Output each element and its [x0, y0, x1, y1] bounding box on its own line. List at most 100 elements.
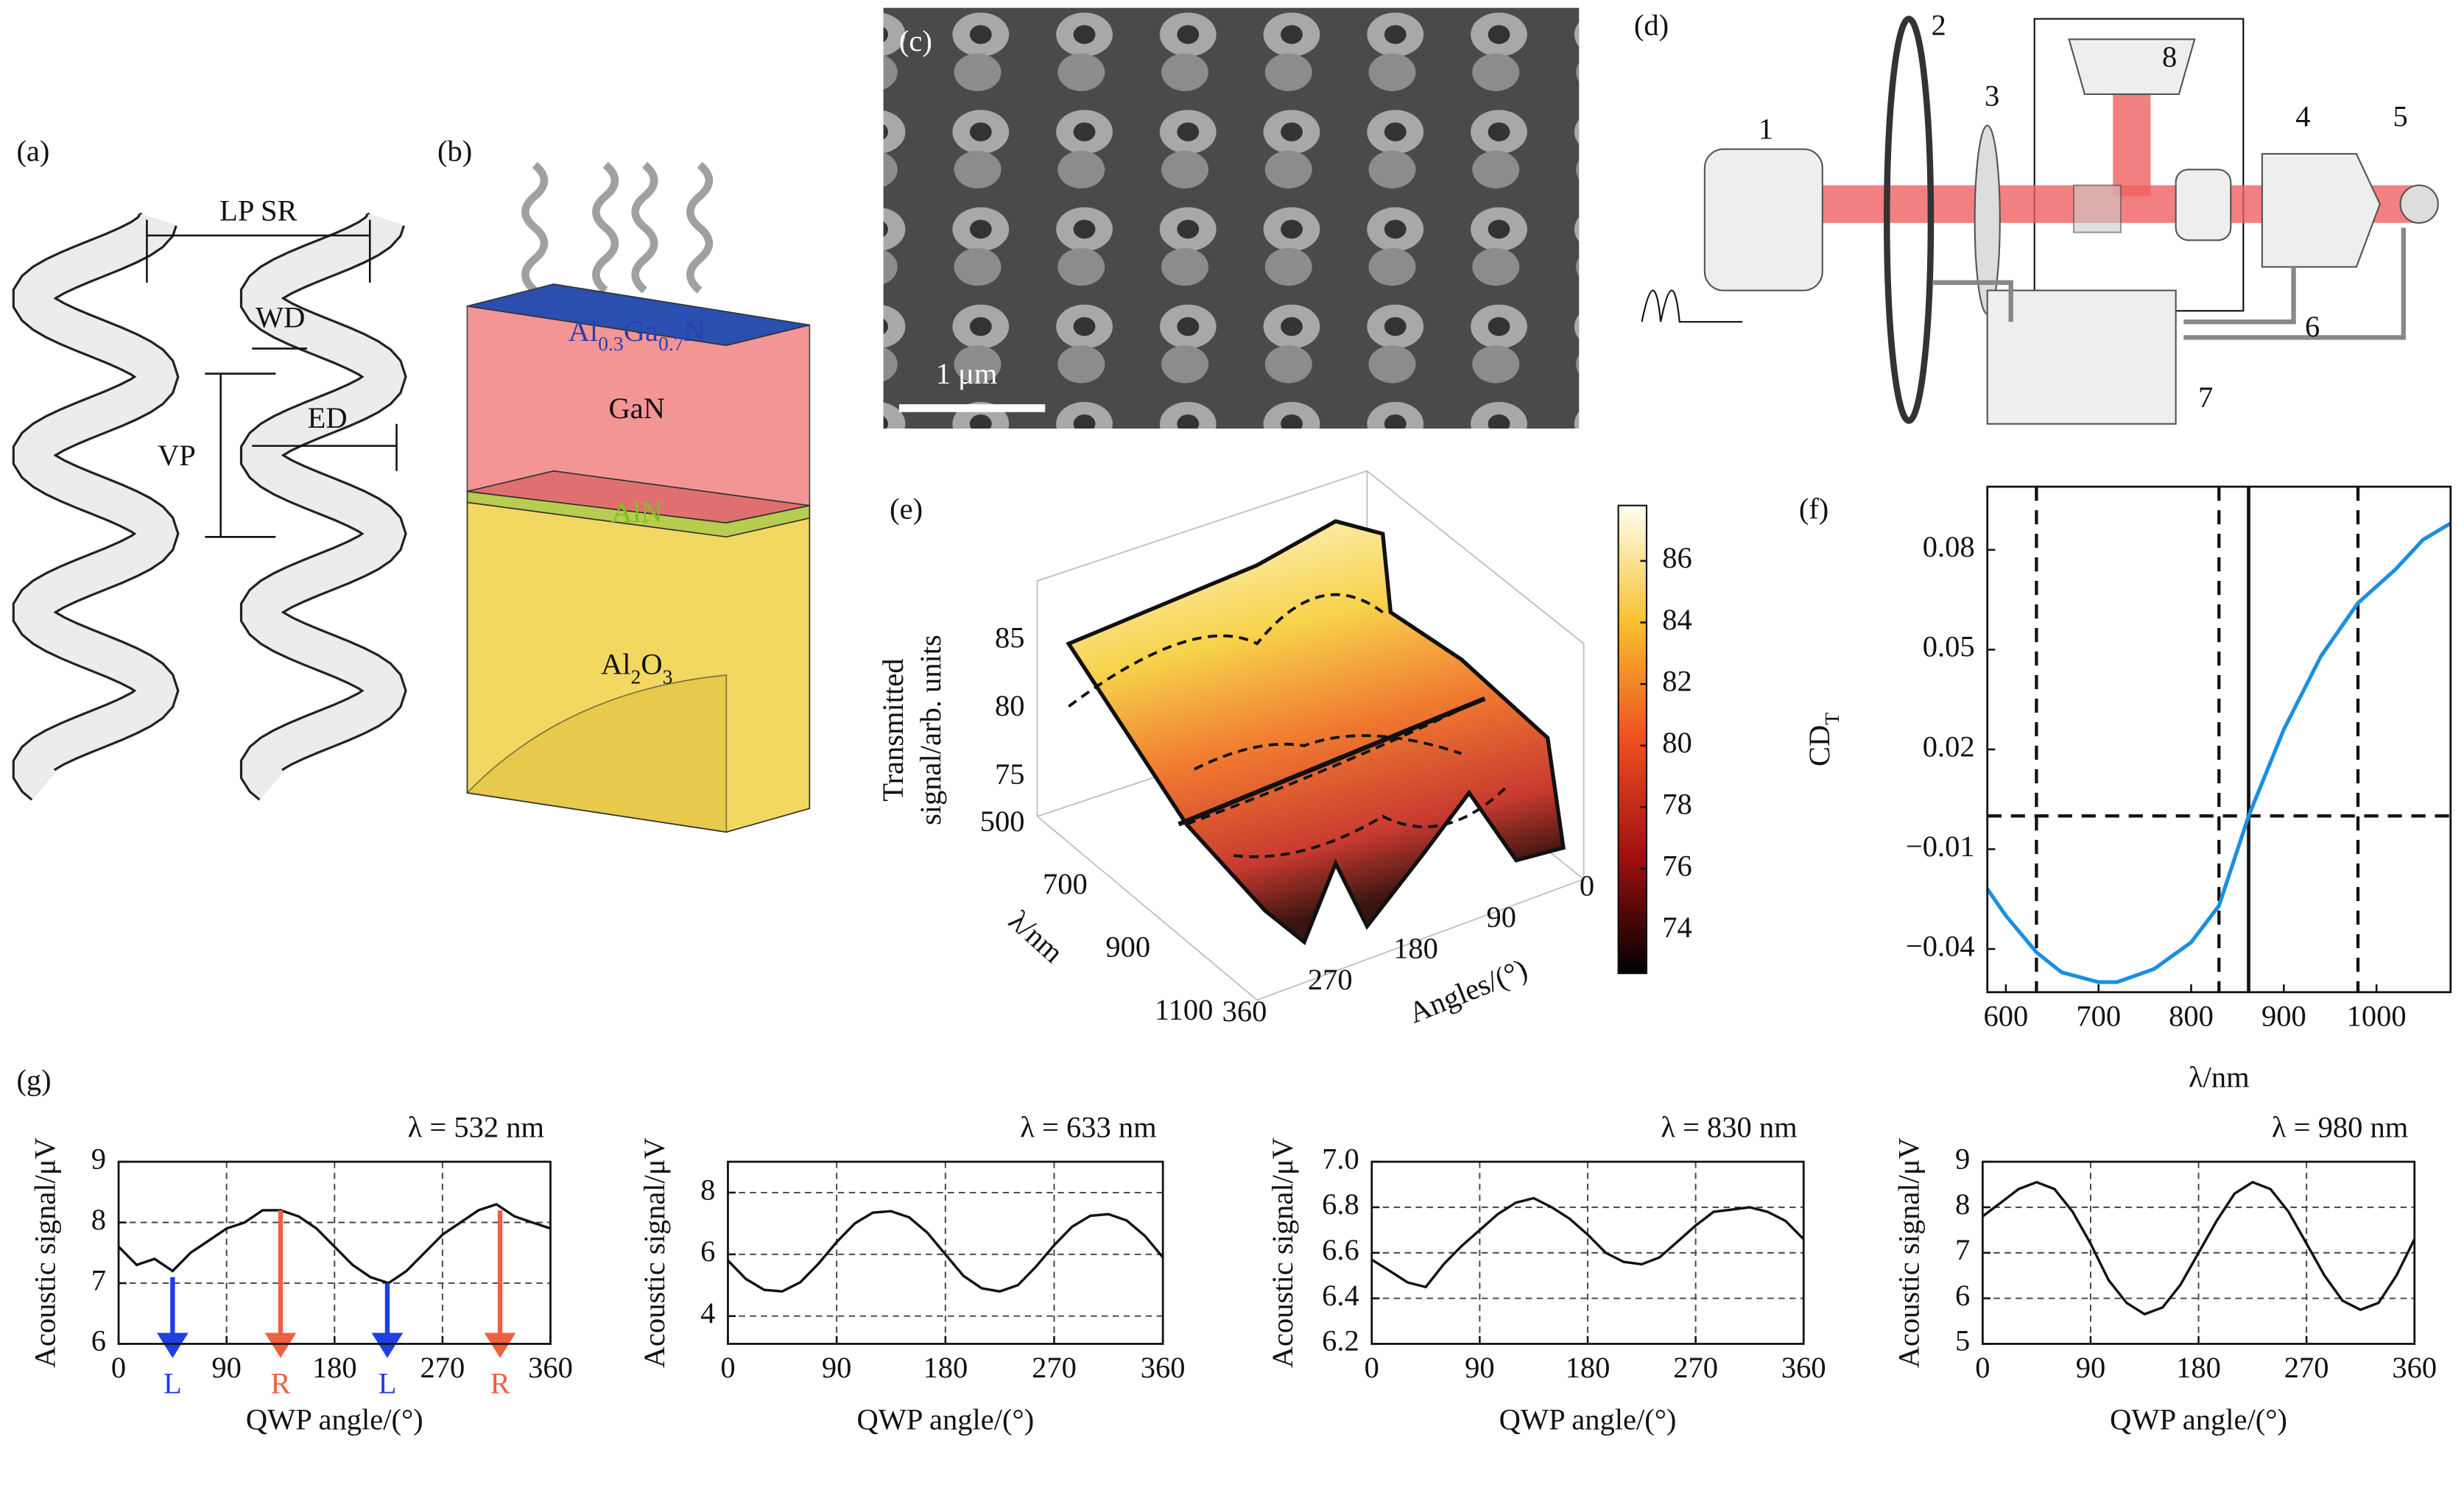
y-tick-label: 9 — [91, 1142, 106, 1175]
part-label: 5 — [2393, 99, 2407, 133]
plot-frame — [117, 1160, 552, 1345]
data-line — [1985, 521, 2452, 984]
data-line — [727, 1210, 1164, 1293]
text-part: N — [684, 315, 705, 348]
y-tick-label: 5 — [1955, 1324, 1970, 1358]
dimension-label: WD — [256, 300, 305, 333]
layer-label: GaN — [609, 392, 665, 425]
x-tick-label: 270 — [2284, 1351, 2329, 1384]
x-tick-label: 270 — [1032, 1351, 1077, 1384]
z-tick-label: 75 — [995, 758, 1025, 791]
plot-title: λ = 532 nm — [408, 1111, 544, 1144]
z-tick-label: 80 — [995, 689, 1025, 722]
x-tick-label: 800 — [2169, 999, 2214, 1032]
y-tick-label: 270 — [1308, 963, 1353, 996]
plot-title: λ = 633 nm — [1020, 1111, 1156, 1144]
surface-cut — [1178, 696, 1486, 827]
x-tick-label: 360 — [1781, 1351, 1826, 1384]
setup-diagram — [1641, 15, 2439, 425]
plot-title: λ = 830 nm — [1661, 1111, 1797, 1144]
plot-title: λ = 980 nm — [2272, 1111, 2408, 1144]
x-tick-label: 600 — [1984, 999, 2029, 1032]
z-axis-label: Transmitted — [876, 658, 909, 801]
y-tick-label: 8 — [91, 1203, 106, 1236]
y-tick-label: 0.08 — [1923, 530, 1975, 563]
arrow-label: L — [163, 1366, 182, 1400]
plot-frame — [1981, 1160, 2416, 1345]
panel-label: (e) — [890, 492, 923, 525]
colorbar-tick-label: 86 — [1662, 541, 1692, 574]
colorbar-tick-label: 82 — [1662, 664, 1692, 697]
y-tick-label: 9 — [1955, 1142, 1970, 1175]
y-tick-label: 6.4 — [1322, 1279, 1359, 1312]
part-label: 1 — [1759, 112, 1773, 145]
y-tick-label: 7 — [91, 1263, 106, 1296]
y-tick-label: 8 — [1955, 1187, 1970, 1221]
data-line — [1982, 1180, 2416, 1316]
part-label: 4 — [2295, 99, 2310, 133]
layer-stack — [465, 283, 811, 833]
x-tick-label: 180 — [923, 1351, 968, 1384]
plot-frame — [1370, 1160, 1805, 1345]
x-tick-label: 360 — [528, 1351, 573, 1384]
y-tick-label: 0.02 — [1923, 730, 1975, 763]
y-tick-label: 6.6 — [1322, 1233, 1359, 1266]
part-label: 6 — [2305, 310, 2320, 343]
y-tick-label: 7.0 — [1322, 1142, 1359, 1175]
text-part: Ga — [624, 315, 658, 348]
y-axis-label: Acoustic signal/μV — [1893, 1137, 1926, 1368]
arrow-label: L — [379, 1366, 397, 1400]
subscript: 0.3 — [598, 332, 624, 355]
dimension-label: VP — [158, 439, 196, 472]
x-axis-label: QWP angle/(°) — [856, 1402, 1034, 1436]
colorbar-tick-label: 80 — [1662, 726, 1692, 759]
x-tick-label: 1000 — [2347, 999, 2407, 1032]
y-tick-label: 90 — [1486, 900, 1516, 933]
panel-label: (a) — [16, 134, 49, 167]
y-axis-label: CDT — [1803, 713, 1843, 766]
x-tick-label: 0 — [1975, 1351, 1990, 1384]
panel-label: (f) — [1799, 492, 1828, 525]
y-tick-label: −0.04 — [1906, 929, 1975, 962]
x-tick-label: 90 — [1465, 1351, 1495, 1384]
panel-label: (d) — [1634, 9, 1669, 42]
colorbar-tick-label: 76 — [1662, 849, 1692, 882]
x-tick-label: 270 — [1673, 1351, 1718, 1384]
colorbar — [1617, 504, 1648, 975]
sem-image — [883, 7, 1580, 429]
dimension-lines — [146, 219, 398, 538]
x-axis-label: λ/nm — [2189, 1060, 2250, 1093]
text-part: Al — [601, 648, 630, 681]
x-tick-label: 0 — [1365, 1351, 1379, 1384]
arrow-head — [264, 1333, 297, 1358]
y-tick-label: 0 — [1580, 869, 1594, 902]
x-tick-label: 500 — [980, 805, 1025, 838]
y-tick-label: 360 — [1222, 995, 1267, 1028]
colorbar-tick-label: 74 — [1662, 911, 1692, 944]
y-tick-label: 8 — [700, 1173, 715, 1206]
x-axis-label: QWP angle/(°) — [246, 1402, 423, 1436]
surface — [1066, 519, 1566, 945]
helix — [242, 213, 405, 800]
x-tick-label: 180 — [312, 1351, 357, 1384]
x-axis-label: QWP angle/(°) — [1499, 1402, 1677, 1436]
y-tick-label: 180 — [1393, 932, 1438, 965]
dimension-label: LP SR — [219, 194, 297, 227]
x-tick-label: 180 — [1566, 1351, 1611, 1384]
panel-label: (c) — [899, 24, 932, 57]
plots: 600 700 800 900 1000−0.04−0.010.020.050.08λ/… — [28, 485, 2452, 1436]
y-axis-label: Acoustic signal/μV — [1266, 1137, 1299, 1368]
y-tick-label: 6 — [91, 1324, 106, 1358]
y-tick-label: 7 — [1955, 1233, 1970, 1266]
text-part: Al — [569, 315, 598, 348]
data-line — [1370, 1196, 1805, 1289]
x-axis-label: QWP angle/(°) — [2110, 1402, 2287, 1436]
data-line — [117, 1202, 552, 1285]
helix-diagram — [12, 212, 407, 801]
layer-label: Al2O3 — [601, 648, 672, 688]
x-tick-label: 0 — [720, 1351, 735, 1384]
layer-label: AlN — [611, 495, 663, 529]
x-tick-label: 900 — [1105, 930, 1150, 963]
arrow-head — [157, 1333, 189, 1358]
